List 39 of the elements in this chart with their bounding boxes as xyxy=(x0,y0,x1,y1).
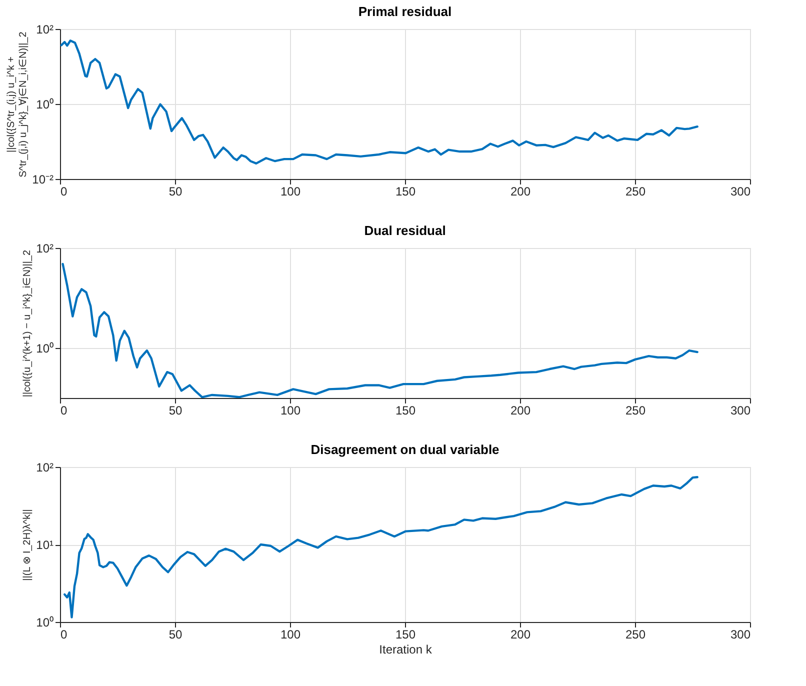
x-tick-label: 300 xyxy=(730,184,751,198)
x-tick-label: 100 xyxy=(280,404,301,418)
y-tick-label: 10⁻² xyxy=(32,172,54,186)
chart-title: Dual residual xyxy=(364,223,446,238)
y-tick-label: 10² xyxy=(36,460,54,474)
x-tick-label: 50 xyxy=(168,184,182,198)
y-tick-label: 10¹ xyxy=(36,538,54,552)
y-axis-title: ||col({S^tr_(i,j) u_i^k + S^tr_(j,i) u_j^k}_∀j∈N_i,i∈N)||_2 xyxy=(6,31,30,178)
y-tick-label: 10⁰ xyxy=(36,342,54,356)
x-tick-label: 250 xyxy=(625,628,646,642)
x-tick-label: 200 xyxy=(510,628,531,642)
x-tick-label: 100 xyxy=(280,628,301,642)
line-series xyxy=(63,476,698,618)
chart-title: Primal residual xyxy=(358,4,452,19)
y-tick-label: 10² xyxy=(36,242,54,256)
x-tick-label: 300 xyxy=(730,628,751,642)
x-tick-label: 150 xyxy=(395,404,416,418)
x-tick-label: 250 xyxy=(625,404,646,418)
x-tick-label: 150 xyxy=(395,184,416,198)
y-tick-label: 10⁰ xyxy=(36,616,54,630)
x-tick-label: 150 xyxy=(395,628,416,642)
x-tick-label: 50 xyxy=(168,628,182,642)
y-axis-title: ||(L ⊗ I_2H)λ^k|| xyxy=(22,509,34,581)
x-tick-label: 300 xyxy=(730,404,751,418)
x-tick-label: 250 xyxy=(625,184,646,198)
x-tick-label: 200 xyxy=(510,184,531,198)
y-tick-label: 10² xyxy=(36,22,54,36)
x-tick-label: 50 xyxy=(168,404,182,418)
line-series xyxy=(60,40,698,165)
x-tick-label: 100 xyxy=(280,184,301,198)
y-tick-label: 10⁰ xyxy=(36,98,54,112)
x-tick-label: 0 xyxy=(60,184,68,198)
x-tick-label: 0 xyxy=(60,404,68,418)
x-tick-label: 0 xyxy=(60,628,68,642)
y-axis-title: ||col({u_i^(k+1) − u_i^k}_i∈N)||_2 xyxy=(22,249,34,398)
x-axis-title: Iteration k xyxy=(379,642,433,656)
x-tick-label: 200 xyxy=(510,404,531,418)
chart-title: Disagreement on dual variable xyxy=(310,442,500,457)
line-series xyxy=(62,262,698,398)
